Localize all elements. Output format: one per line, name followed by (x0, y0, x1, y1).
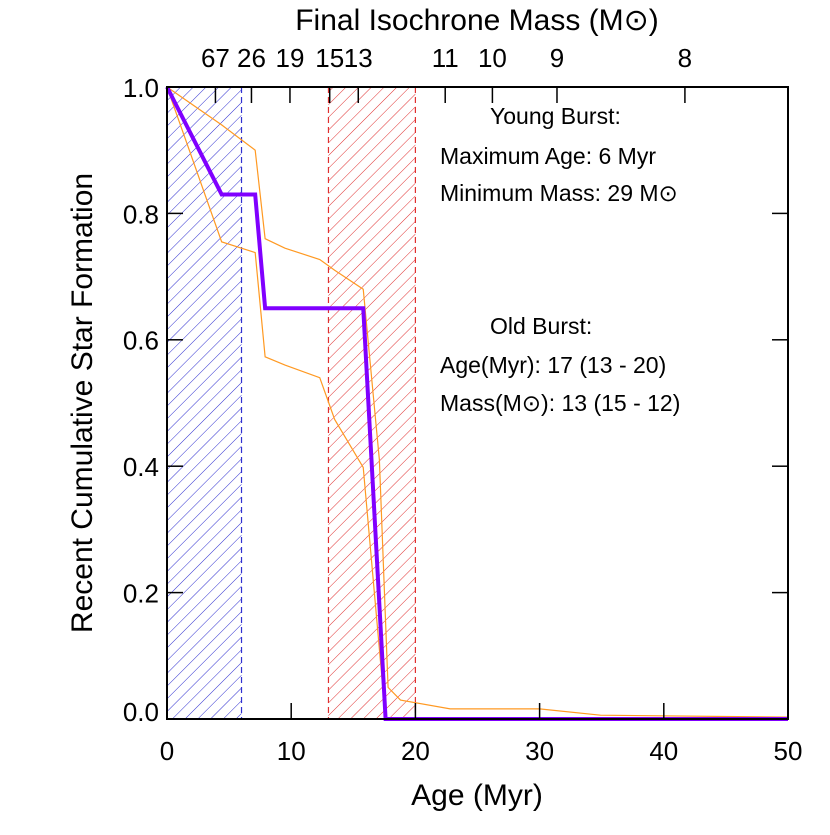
x2-tick-label: 67 (201, 43, 230, 73)
line (166, 86, 789, 718)
x-tick-label: 30 (525, 736, 554, 766)
y-tick-label: 0.4 (123, 452, 159, 482)
annotation: Young Burst: (490, 103, 621, 129)
x2-tick-label: 19 (275, 43, 304, 73)
x-tick-label: 50 (774, 736, 803, 766)
span (167, 87, 242, 719)
annotation: Age(Myr): 17 (13 - 20) (440, 352, 666, 378)
x2-tick-label: 15 (315, 43, 344, 73)
line (166, 86, 788, 720)
y-tick-label: 0.6 (123, 326, 159, 356)
x-tick-label: 20 (401, 736, 430, 766)
x2-tick-label: 11 (432, 43, 459, 73)
x2-tick-label: 13 (344, 43, 373, 73)
x-tick-label: 10 (277, 736, 306, 766)
y-tick-label: 0.2 (123, 578, 159, 608)
annotation: Maximum Age: 6 Myr (440, 143, 656, 169)
plot-frame (166, 86, 789, 720)
x-axis-label: Age (Myr) (411, 779, 543, 812)
x2-tick-label: 8 (678, 43, 692, 73)
x-tick-label: 40 (649, 736, 678, 766)
annotation: Mass(M⊙): 13 (15 - 12) (440, 390, 680, 416)
annotation: Minimum Mass: 29 M⊙ (440, 180, 678, 206)
x2-tick-label: 10 (478, 43, 507, 73)
span (328, 87, 416, 719)
y-tick-label: 0.0 (123, 697, 159, 727)
y-axis-label: Recent Cumulative Star Formation (66, 173, 99, 633)
x2-tick-label: 26 (237, 43, 266, 73)
x-tick-label: 0 (160, 736, 174, 766)
x2-tick-label: 9 (550, 43, 564, 73)
top-axis-label: Final Isochrone Mass (M⊙) (295, 4, 659, 37)
y-tick-label: 1.0 (123, 73, 159, 103)
y-tick-label: 0.8 (123, 199, 159, 229)
annotation: Old Burst: (490, 313, 592, 339)
